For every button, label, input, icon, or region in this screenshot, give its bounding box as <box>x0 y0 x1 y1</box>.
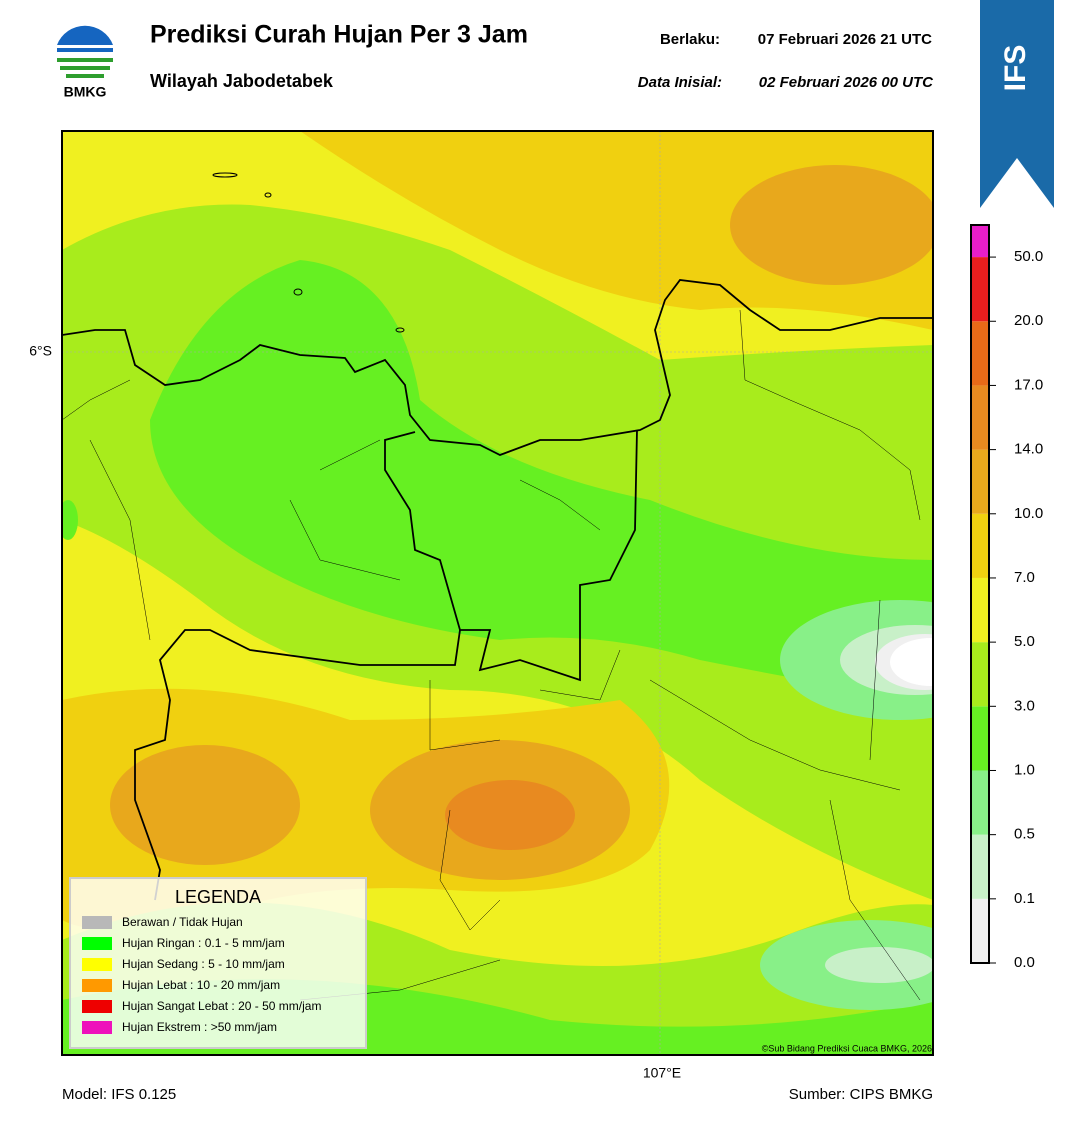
legend-swatch <box>82 1021 112 1034</box>
logo-text: BMKG <box>64 84 107 100</box>
legend-label: Hujan Ringan : 0.1 - 5 mm/jam <box>122 936 285 950</box>
legend-label: Hujan Lebat : 10 - 20 mm/jam <box>122 978 280 992</box>
colorbar-label: 50.0 <box>1014 248 1043 265</box>
colorbar-label: 0.0 <box>1014 954 1035 971</box>
colorbar: 0.0 0.1 0.5 1.0 3.0 5.0 7.0 10.0 14.0 17.0 20.0 50.… <box>970 224 1043 971</box>
colorbar-label: 14.0 <box>1014 441 1043 458</box>
valid-label: Berlaku: <box>660 31 720 48</box>
badge <box>980 0 1054 208</box>
badge-text: IFS <box>999 45 1032 92</box>
legend-swatch <box>82 979 112 992</box>
valid-time: 07 Februari 2026 21 UTC <box>758 31 932 48</box>
colorbar-label: 0.5 <box>1014 826 1035 843</box>
map-frame <box>61 130 934 1056</box>
colorbar-frame <box>970 224 990 964</box>
legend-title: LEGENDA <box>175 887 261 907</box>
legend-swatch <box>82 937 112 950</box>
subtitle: Wilayah Jabodetabek <box>150 71 334 91</box>
lat-label: 6°S <box>29 343 52 359</box>
legend-label: Hujan Ekstrem : >50 mm/jam <box>122 1020 277 1034</box>
map-field <box>62 131 933 1055</box>
colorbar-segment <box>971 706 989 771</box>
colorbar-label: 20.0 <box>1014 312 1043 329</box>
legend-swatch <box>82 958 112 971</box>
colorbar-segment <box>971 257 989 322</box>
footer-model: Model: IFS 0.125 <box>62 1086 176 1103</box>
colorbar-segment <box>971 834 989 899</box>
colorbar-label: 0.1 <box>1014 890 1035 907</box>
credit: ©Sub Bidang Prediksi Cuaca BMKG, 2026 <box>762 1043 932 1053</box>
init-label: Data Inisial: <box>638 74 722 91</box>
colorbar-label: 10.0 <box>1014 505 1043 522</box>
colorbar-label: 3.0 <box>1014 697 1035 714</box>
colorbar-label: 5.0 <box>1014 633 1035 650</box>
colorbar-segment <box>971 225 989 258</box>
legend-label: Berawan / Tidak Hujan <box>122 915 243 929</box>
colorbar-segment <box>971 642 989 707</box>
colorbar-segment <box>971 513 989 578</box>
legend-items: Berawan / Tidak Hujan Hujan Ringan : 0.1 … <box>82 915 321 1034</box>
init-time: 02 Februari 2026 00 UTC <box>759 74 934 91</box>
colorbar-segment <box>971 898 989 963</box>
colorbar-segment <box>971 770 989 835</box>
legend-box <box>69 877 367 1049</box>
colorbar-label: 1.0 <box>1014 761 1035 778</box>
colorbar-label: 7.0 <box>1014 569 1035 586</box>
legend-swatch <box>82 1000 112 1013</box>
legend-swatch <box>82 916 112 929</box>
footer-source: Sumber: CIPS BMKG <box>789 1086 933 1103</box>
colorbar-segment <box>971 385 989 450</box>
colorbar-segment <box>971 449 989 514</box>
legend-label: Hujan Sedang : 5 - 10 mm/jam <box>122 957 285 971</box>
title: Prediksi Curah Hujan Per 3 Jam <box>150 21 528 49</box>
colorbar-segment <box>971 321 989 386</box>
logo <box>55 25 115 85</box>
colorbar-segment <box>971 577 989 643</box>
legend-label: Hujan Sangat Lebat : 20 - 50 mm/jam <box>122 999 321 1013</box>
lon-label: 107°E <box>643 1065 681 1081</box>
colorbar-label: 17.0 <box>1014 376 1043 393</box>
